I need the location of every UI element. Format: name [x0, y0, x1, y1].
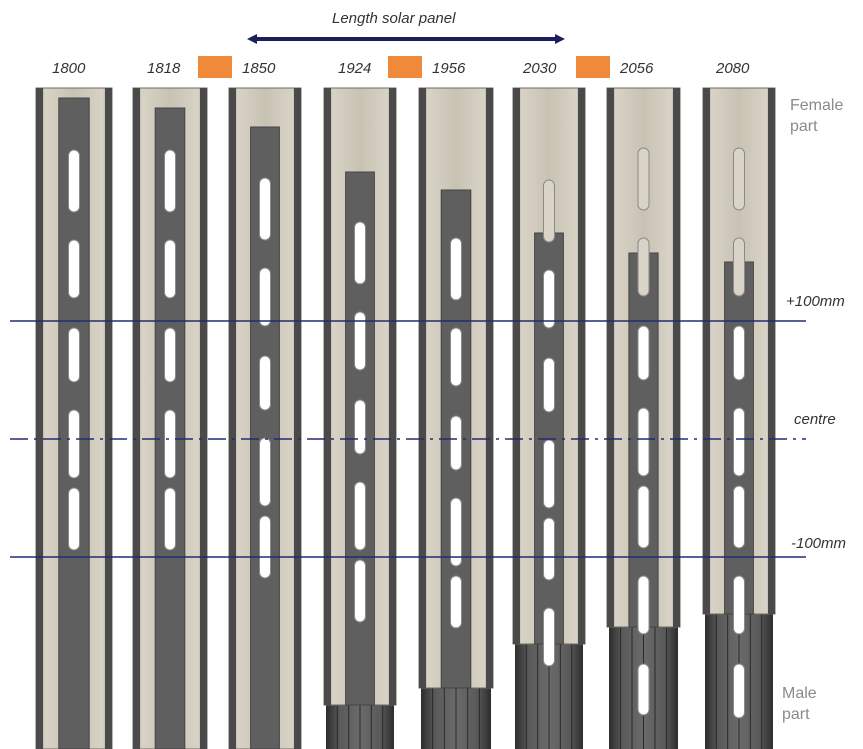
profile-1956: [418, 87, 494, 749]
slot: [164, 149, 176, 213]
slot: [259, 355, 271, 411]
profile-1924: [323, 87, 397, 749]
male-part-line-1: Male: [782, 685, 817, 702]
slot: [259, 177, 271, 241]
slot: [68, 239, 80, 299]
profile-label-1924: 1924: [338, 60, 372, 77]
left-rail: [324, 88, 331, 705]
profile-label-1850: 1850: [242, 60, 276, 77]
slot: [637, 325, 650, 381]
profile-1818: [132, 87, 208, 749]
slot: [733, 237, 745, 297]
slot: [637, 147, 650, 211]
slot: [543, 517, 555, 581]
slot: [354, 399, 366, 455]
left-rail: [36, 88, 43, 749]
slot: [733, 575, 745, 635]
left-rail: [703, 88, 710, 614]
profile-label-1956: 1956: [432, 60, 466, 77]
right-rail: [578, 88, 585, 644]
slot: [637, 663, 650, 716]
slot: [543, 357, 555, 413]
centre-label: centre: [794, 411, 836, 428]
profile-label-2030: 2030: [523, 60, 557, 77]
slot: [543, 439, 555, 509]
slot: [543, 607, 555, 667]
slot: [543, 269, 555, 329]
slot: [733, 485, 745, 549]
right-rail: [673, 88, 680, 627]
slot: [68, 149, 80, 213]
right-rail: [389, 88, 396, 705]
slot: [733, 407, 745, 477]
slot: [450, 415, 462, 471]
slot: [450, 237, 462, 301]
slot: [543, 179, 555, 243]
right-rail: [200, 88, 207, 749]
left-rail: [229, 88, 236, 749]
left-rail: [607, 88, 614, 627]
profile-1800: [35, 87, 113, 749]
right-rail: [486, 88, 493, 688]
profile-label-2056: 2056: [620, 60, 654, 77]
diagram-title: Length solar panel: [332, 10, 456, 27]
slot: [733, 147, 745, 211]
profile-2030: [512, 87, 586, 749]
slot: [259, 267, 271, 327]
slot: [733, 325, 745, 381]
slot: [637, 237, 650, 297]
slot: [637, 575, 650, 635]
right-rail: [294, 88, 301, 749]
profile-label-2080: 2080: [716, 60, 750, 77]
slot: [450, 327, 462, 387]
slot: [164, 409, 176, 479]
right-rail: [768, 88, 775, 614]
plus-100mm-label: +100mm: [786, 293, 845, 310]
slot: [259, 515, 271, 579]
slot: [637, 485, 650, 549]
slot: [354, 481, 366, 551]
slot: [354, 221, 366, 285]
left-rail: [513, 88, 520, 644]
minus-100mm-label: -100mm: [791, 535, 847, 552]
spacer-1: [198, 56, 232, 78]
slot: [450, 575, 462, 629]
slot: [164, 239, 176, 299]
slot: [164, 487, 176, 551]
male-part-line-2: part: [782, 706, 810, 723]
profile-2056: [606, 87, 681, 749]
slot: [68, 487, 80, 551]
slot: [68, 409, 80, 479]
slot: [354, 311, 366, 371]
left-rail: [419, 88, 426, 688]
slot: [68, 327, 80, 383]
male-part-label: Male part: [782, 683, 817, 725]
spacer-3: [576, 56, 610, 78]
female-part-line-1: Female: [790, 97, 844, 114]
profile-1850: [228, 87, 302, 749]
slot: [354, 559, 366, 623]
profile-2080: [702, 87, 776, 749]
profile-label-1800: 1800: [52, 60, 86, 77]
slot: [637, 407, 650, 477]
profile-label-1818: 1818: [147, 60, 181, 77]
spacer-2: [388, 56, 422, 78]
female-part-line-2: part: [790, 118, 818, 135]
female-part-label: Female part: [790, 95, 843, 137]
slot: [164, 327, 176, 383]
slot: [259, 437, 271, 507]
slot: [450, 497, 462, 567]
right-rail: [105, 88, 112, 749]
slot: [733, 663, 745, 719]
left-rail: [133, 88, 140, 749]
